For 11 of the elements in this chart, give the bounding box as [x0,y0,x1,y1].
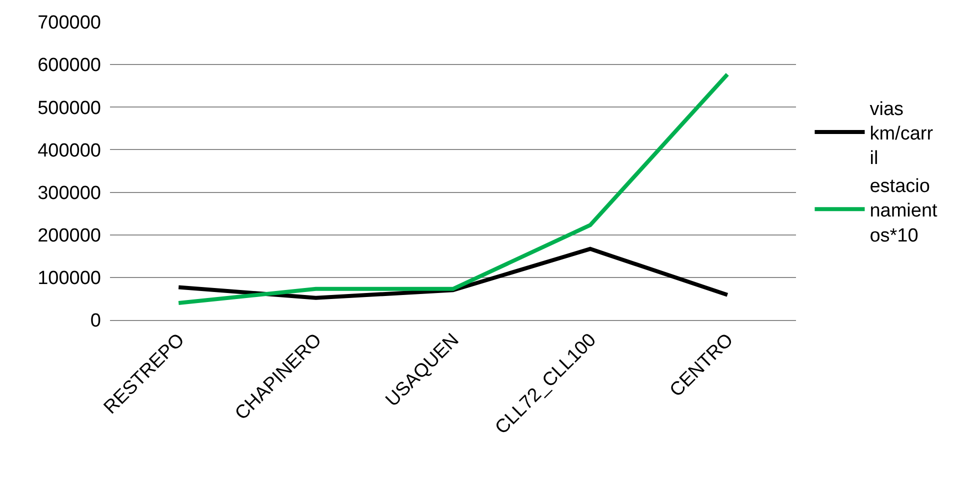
line-series [176,72,730,305]
y-tick-label: 400000 [38,140,101,162]
y-tick-label: 700000 [38,12,101,34]
y-tick-label: 200000 [38,226,101,247]
y-tick-label: 600000 [38,55,101,76]
line-series [176,246,730,300]
y-tick-label: 0 [90,310,101,332]
legend-label: estacionamientos*10 [870,176,938,246]
y-tick-label: 500000 [38,98,101,119]
y-tick-label: 300000 [38,182,101,204]
y-tick-label: 100000 [38,268,101,290]
